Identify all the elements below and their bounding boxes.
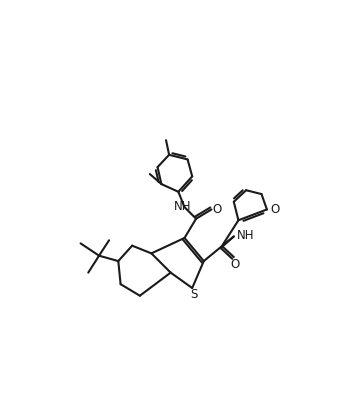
Text: NH: NH xyxy=(174,200,192,213)
Text: O: O xyxy=(231,258,240,271)
Text: O: O xyxy=(270,203,279,216)
Text: NH: NH xyxy=(237,229,254,242)
Text: O: O xyxy=(212,203,222,216)
Text: S: S xyxy=(190,288,197,301)
